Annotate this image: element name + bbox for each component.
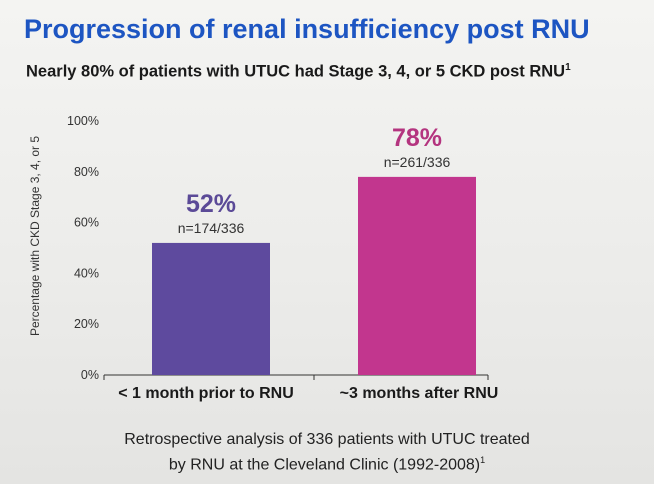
y-tick-label: 0% <box>81 368 99 382</box>
footnote-line-1: Retrospective analysis of 336 patients w… <box>124 431 530 448</box>
x-tick-label: < 1 month prior to RNU <box>118 385 294 402</box>
bar-value-label: 78% <box>392 124 442 152</box>
y-axis-ticks: 0% 20% 40% 60% 80% 100% <box>67 114 99 382</box>
slide-subtitle: Nearly 80% of patients with UTUC had Sta… <box>26 62 571 82</box>
subtitle-reference: 1 <box>565 62 571 73</box>
bar <box>152 242 270 375</box>
x-tick-label: ~3 months after RNU <box>340 385 499 402</box>
bar-value-label: 52% <box>186 190 236 218</box>
y-tick-label: 100% <box>67 114 99 128</box>
subtitle-text: Nearly 80% of patients with UTUC had Sta… <box>26 62 566 81</box>
y-tick-label: 60% <box>74 216 99 230</box>
bar-n-label: n=261/336 <box>384 154 451 170</box>
bar <box>358 176 476 375</box>
footnote-reference: 1 <box>480 455 486 465</box>
bar-n-label: n=174/336 <box>178 220 245 236</box>
y-axis-label: Percentage with CKD Stage 3, 4, or 5 <box>28 136 42 336</box>
y-tick-label: 40% <box>74 266 99 280</box>
y-tick-label: 80% <box>74 165 99 179</box>
y-tick-label: 20% <box>74 317 99 331</box>
footnote: Retrospective analysis of 336 patients w… <box>0 429 654 475</box>
slide-title: Progression of renal insufficiency post … <box>24 14 590 44</box>
x-axis-labels: < 1 month prior to RNU ~3 months after RN… <box>103 375 499 402</box>
bars: 52% n=174/336 78% n=261/336 <box>152 124 476 375</box>
footnote-line-2: by RNU at the Cleveland Clinic (1992-200… <box>168 456 481 474</box>
